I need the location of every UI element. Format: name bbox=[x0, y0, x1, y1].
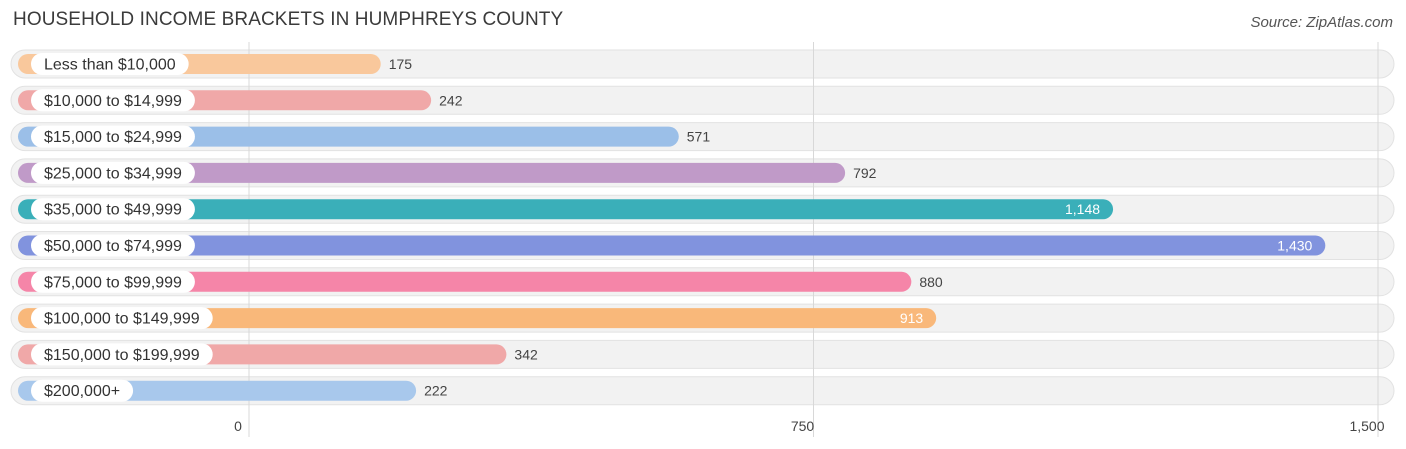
bar bbox=[18, 235, 1326, 256]
bar-label: $75,000 to $99,999 bbox=[44, 274, 182, 291]
bar-label-pill bbox=[31, 125, 195, 148]
value-label: 1,430 bbox=[1277, 238, 1312, 254]
bar bbox=[18, 199, 1114, 220]
bar-label-pill bbox=[31, 53, 189, 75]
bar-label-pill bbox=[31, 379, 134, 402]
source-credit: Source: ZipAtlas.com bbox=[1250, 14, 1393, 31]
bar-label: $35,000 to $49,999 bbox=[44, 202, 182, 219]
bar bbox=[18, 271, 912, 292]
value-label: 1,148 bbox=[1065, 201, 1100, 217]
value-label: 913 bbox=[900, 310, 924, 326]
bar-label: Less than $10,000 bbox=[44, 57, 176, 74]
x-tick-label: 750 bbox=[791, 418, 815, 434]
x-tick-label: 0 bbox=[234, 418, 242, 434]
bar-label: $50,000 to $74,999 bbox=[44, 238, 182, 255]
bar-label: $200,000+ bbox=[44, 383, 120, 400]
bar-label: $150,000 to $199,999 bbox=[44, 347, 200, 364]
value-label: 222 bbox=[424, 383, 448, 399]
bar-label-pill bbox=[31, 343, 213, 366]
value-label: 175 bbox=[389, 56, 413, 72]
bar-label-pill bbox=[31, 198, 195, 221]
bar bbox=[18, 308, 937, 329]
bar-label: $100,000 to $149,999 bbox=[44, 311, 200, 328]
bar-label-pill bbox=[31, 270, 195, 293]
value-label: 242 bbox=[439, 92, 463, 108]
chart-title: HOUSEHOLD INCOME BRACKETS IN HUMPHREYS C… bbox=[13, 9, 564, 30]
bar-label-pill bbox=[31, 89, 195, 112]
value-label: 880 bbox=[919, 274, 943, 290]
bar-label: $10,000 to $14,999 bbox=[44, 93, 182, 110]
bar-label: $25,000 to $34,999 bbox=[44, 165, 182, 182]
bar-label-pill bbox=[31, 234, 195, 257]
bar-label-pill bbox=[31, 307, 213, 330]
value-label: 792 bbox=[853, 165, 877, 181]
x-tick-label: 1,500 bbox=[1349, 418, 1384, 434]
bar-label: $15,000 to $24,999 bbox=[44, 129, 182, 146]
value-label: 571 bbox=[687, 129, 711, 145]
value-label: 342 bbox=[514, 346, 538, 362]
bar-label-pill bbox=[31, 161, 195, 184]
bar bbox=[18, 162, 846, 183]
